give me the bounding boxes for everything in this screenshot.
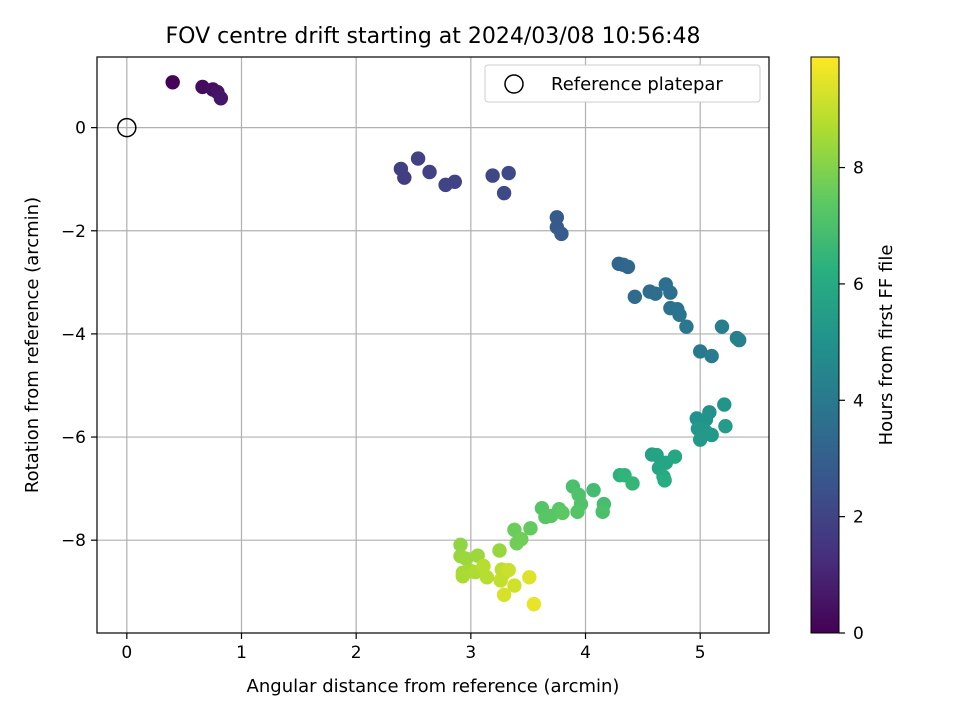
colorbar-label: Hours from first FF file: [876, 245, 897, 446]
y-tick-label: −8: [61, 531, 86, 551]
colorbar-tick-label: 0: [853, 624, 864, 644]
x-axis-ticks: 0 1 2 3 4 5: [121, 633, 706, 663]
y-tick-label: 0: [75, 119, 86, 139]
data-point: [455, 569, 471, 584]
chart-title: FOV centre drift starting at 2024/03/08 …: [166, 24, 701, 49]
data-point: [625, 476, 640, 491]
data-point: [698, 412, 714, 427]
data-point: [620, 259, 636, 275]
reference-point-marker: [117, 117, 137, 138]
data-point: [501, 165, 516, 181]
data-point: [507, 578, 522, 593]
y-tick-label: −4: [61, 325, 86, 345]
data-point: [731, 332, 747, 348]
data-points: [165, 75, 747, 612]
data-point: [554, 226, 569, 242]
y-tick-label: −2: [61, 222, 86, 242]
data-point: [496, 587, 512, 603]
data-point: [672, 307, 687, 323]
data-point: [514, 531, 529, 547]
data-point: [447, 174, 462, 189]
colorbar-tick-label: 8: [853, 159, 864, 179]
data-point: [692, 344, 708, 359]
colorbar-tick-label: 4: [853, 391, 864, 411]
grid: [97, 57, 769, 633]
data-point: [213, 91, 229, 106]
data-point: [485, 168, 500, 183]
y-axis-label: Rotation from reference (arcmin): [22, 197, 43, 493]
data-point: [555, 505, 570, 521]
colorbar-tick-label: 2: [853, 508, 864, 528]
colorbar: 0 2 4 6 8 Hours from first FF file: [810, 56, 897, 644]
data-point: [410, 151, 426, 166]
data-point: [496, 185, 512, 201]
data-point: [522, 570, 537, 585]
legend-box: [484, 64, 761, 103]
data-point: [453, 537, 468, 553]
x-tick-label: 1: [236, 643, 247, 663]
y-tick-label: −6: [61, 428, 86, 448]
data-point: [476, 558, 491, 574]
data-point: [422, 164, 437, 180]
data-point: [586, 482, 601, 498]
data-point: [663, 285, 678, 300]
x-tick-label: 4: [580, 643, 591, 663]
y-axis-ticks: 0 −2 −4 −6 −8: [61, 119, 97, 551]
plot-frame: [96, 56, 770, 634]
data-point: [479, 570, 495, 585]
data-point: [714, 319, 730, 334]
data-point: [595, 504, 610, 520]
data-point: [704, 348, 719, 364]
data-point: [501, 562, 516, 578]
x-tick-label: 3: [465, 643, 476, 663]
data-point: [648, 286, 663, 301]
legend-marker-icon: [504, 74, 524, 94]
data-point: [717, 397, 732, 412]
data-point: [704, 427, 719, 443]
data-point: [679, 319, 694, 334]
legend: Reference platepar: [484, 64, 761, 103]
data-point: [397, 170, 412, 185]
data-point: [459, 551, 474, 566]
colorbar-tick-label: 6: [853, 275, 864, 295]
data-point: [657, 473, 672, 488]
data-point: [523, 521, 538, 536]
data-point: [570, 504, 585, 520]
data-point: [492, 543, 507, 558]
x-tick-label: 2: [351, 643, 362, 663]
data-point: [667, 449, 683, 464]
data-point: [718, 419, 733, 434]
x-tick-label: 5: [695, 643, 706, 663]
colorbar-ticks: 0 2 4 6 8: [839, 159, 864, 644]
data-point: [692, 432, 708, 447]
data-point: [627, 289, 643, 304]
data-point: [165, 75, 180, 90]
x-axis-label: Angular distance from reference (arcmin): [247, 676, 620, 697]
data-point: [526, 596, 542, 612]
colorbar-gradient: [810, 56, 840, 634]
legend-entry: Reference platepar: [551, 74, 723, 95]
x-tick-label: 0: [121, 643, 132, 663]
